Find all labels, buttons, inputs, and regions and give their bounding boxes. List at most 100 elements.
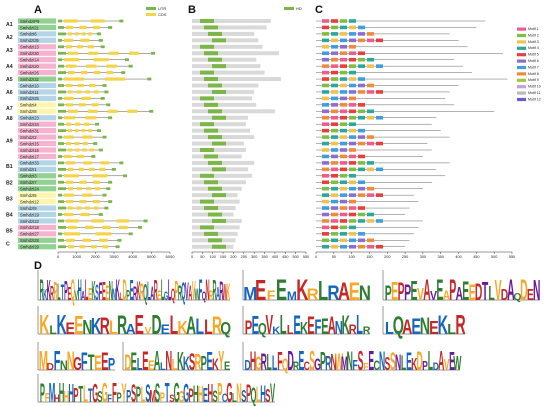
logo-residue: R: [54, 276, 58, 305]
motif-block: [322, 51, 329, 56]
gene-name-bg: [18, 173, 56, 179]
motif-block: [340, 180, 347, 185]
logo-residue: P: [117, 391, 122, 406]
logo-residue: E: [142, 347, 148, 376]
motif-block: [340, 19, 347, 23]
motif-block: [322, 90, 329, 94]
protein-bar: [192, 31, 255, 36]
logo-residue: P: [108, 356, 116, 375]
cds-block: [90, 245, 97, 249]
gene-name-bg: [18, 89, 56, 95]
logo-residue: L: [83, 381, 88, 406]
motif-block: [358, 212, 365, 217]
motif-block: [376, 219, 383, 223]
utr-block: [58, 64, 64, 68]
cds-block: [68, 187, 74, 191]
logo-residue: E: [206, 347, 212, 376]
logo-residue: G: [102, 379, 108, 406]
logo-residue: L: [267, 349, 272, 375]
cds-block: [64, 174, 79, 178]
logo-residue: W: [222, 279, 227, 305]
logo-residue: H: [250, 347, 256, 377]
motif-block: [349, 45, 356, 49]
logo-residue: L: [356, 309, 363, 341]
utr-block: [58, 148, 66, 152]
motif-block: [376, 90, 383, 94]
logo-residue: E: [94, 351, 101, 375]
logo-residue: K: [212, 355, 219, 373]
legend-swatch-motif-5: [517, 53, 526, 57]
hd-domain: [200, 225, 214, 230]
cds-block: [66, 200, 74, 204]
protein-bar: [192, 160, 255, 165]
hd-domain: [200, 19, 214, 23]
motif-block: [331, 115, 338, 120]
logo-residue: K: [47, 275, 51, 307]
gene-name-a: SmhdzI19: [20, 212, 40, 217]
motif-block: [358, 193, 365, 197]
cds-block: [82, 148, 87, 152]
legend-label-motif-2: Motif 2: [528, 33, 539, 37]
motif-block: [358, 232, 365, 236]
logo-residue: P: [422, 359, 428, 373]
x-tick-label: 250: [402, 255, 408, 258]
motif-block: [349, 193, 356, 197]
gene-name-a: SmhdzI13: [20, 45, 40, 50]
motif-block: [322, 206, 329, 210]
utr-block: [108, 180, 113, 184]
motif-block: [322, 212, 329, 217]
motif-block: [331, 225, 338, 230]
hd-domain: [208, 135, 222, 140]
motif-block: [331, 135, 338, 139]
logo-residue: F: [54, 346, 61, 376]
gene-name-a: SmhdzI30: [20, 51, 40, 56]
cds-block: [64, 38, 74, 42]
logo-residue: M: [149, 385, 155, 406]
group-label-C: C: [6, 242, 10, 248]
motif-block: [322, 193, 329, 197]
utr-block: [119, 19, 124, 23]
x-tick-label: 150: [366, 255, 372, 258]
motif-block: [349, 148, 356, 152]
logo-residue: E: [102, 277, 106, 306]
motif-distribution-panel: Motif 1 Motif 2 Motif 3 Motif 4 Motif 5 Motif…: [315, 19, 541, 258]
motif-block: [349, 70, 356, 75]
cds-block: [80, 71, 88, 75]
logo-residue: H: [68, 380, 74, 406]
cds-block: [106, 71, 114, 75]
logo-residue: R: [133, 284, 137, 306]
logo-residue: L: [401, 352, 406, 376]
utr-block: [58, 19, 62, 23]
logo-residue: E: [67, 284, 71, 304]
protein-bar: [192, 148, 246, 152]
logo-residue: E: [429, 317, 439, 338]
protein-bar: [192, 135, 255, 140]
cds-block: [93, 206, 99, 210]
motif-block: [322, 148, 329, 152]
x-tick-label: 50: [200, 255, 204, 258]
motif-block: [340, 161, 347, 165]
cds-block: [76, 90, 82, 94]
logo-residue: E: [411, 276, 418, 306]
logo-residue: Q: [181, 277, 185, 306]
cds-block: [91, 219, 104, 223]
motif-block: [340, 45, 347, 49]
x-tick-label: 6000: [166, 254, 176, 258]
cds-block: [82, 141, 88, 146]
logo-residue: P: [126, 288, 130, 304]
hd-domain: [208, 212, 222, 217]
motif-block: [367, 219, 374, 223]
hd-domain: [200, 173, 214, 178]
x-tick-label: 100: [210, 255, 216, 258]
legend-swatch-motif-2: [517, 33, 526, 38]
utr-block: [100, 45, 105, 49]
protein-bar: [192, 51, 280, 56]
logo-residue: H: [207, 380, 213, 406]
cds-block: [76, 154, 85, 159]
utr-block: [104, 206, 109, 210]
logo-residue: M: [49, 377, 56, 406]
logo-residue: P: [201, 353, 207, 375]
gene-name-bg: [18, 63, 56, 69]
cds-block: [74, 129, 79, 133]
motif-block: [367, 57, 374, 62]
